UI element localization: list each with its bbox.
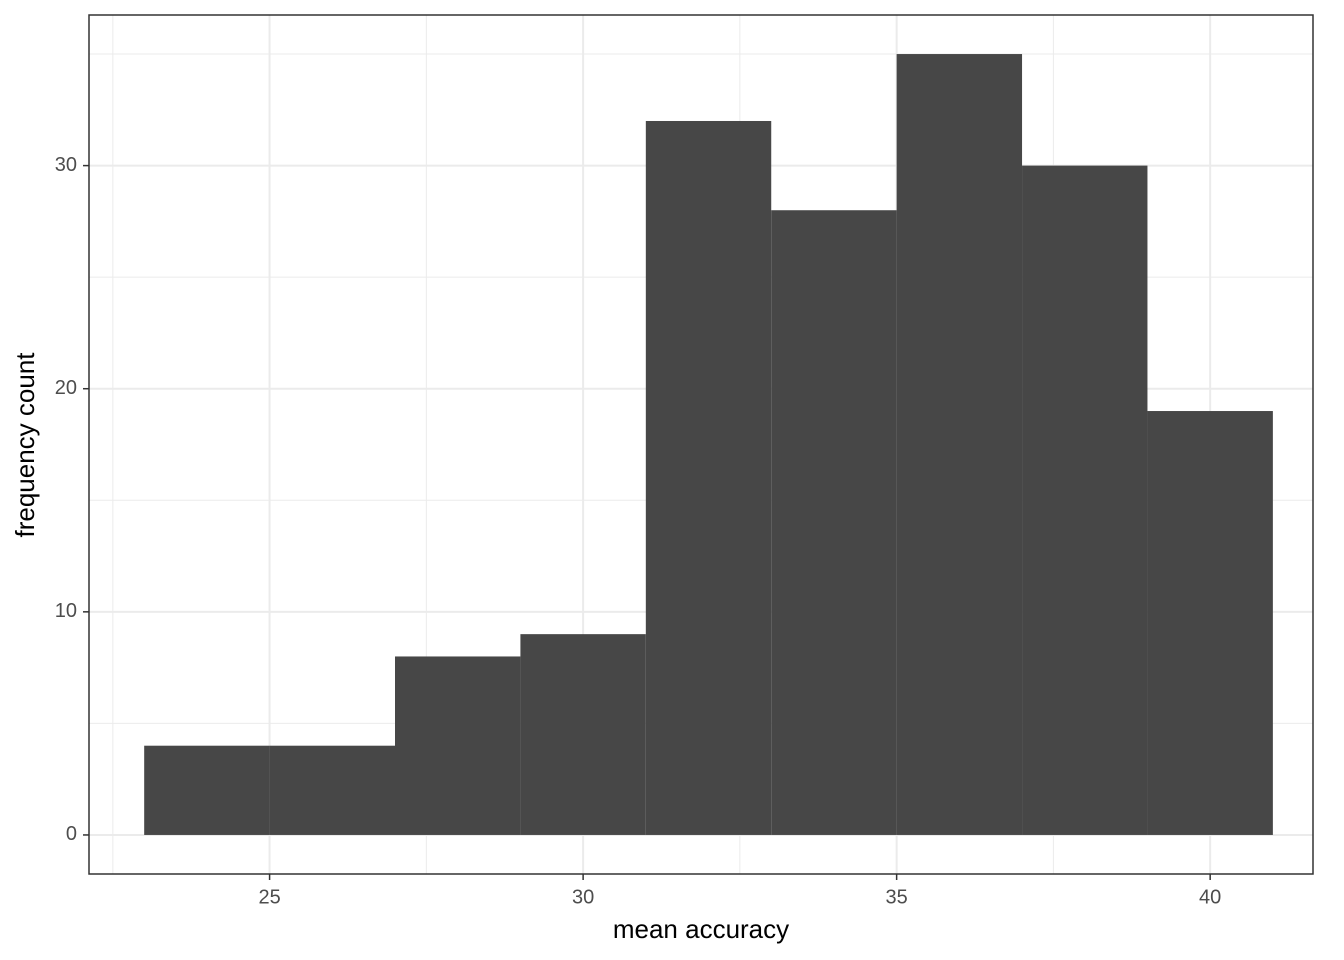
x-tick-label: 35 bbox=[886, 886, 908, 908]
bar bbox=[269, 745, 395, 835]
x-tick-label: 30 bbox=[572, 886, 594, 908]
bar bbox=[1022, 165, 1148, 835]
bar bbox=[645, 120, 772, 835]
panel-border bbox=[88, 14, 1314, 875]
bar bbox=[144, 745, 270, 835]
bar bbox=[771, 210, 897, 835]
y-tick-label: 0 bbox=[66, 823, 77, 845]
y-axis-title: frequency count bbox=[10, 352, 40, 538]
bar bbox=[520, 634, 646, 835]
y-tick-label: 30 bbox=[55, 154, 77, 176]
bar bbox=[395, 656, 521, 835]
bar bbox=[1147, 411, 1273, 835]
y-tick-label: 20 bbox=[55, 377, 77, 399]
x-axis-title: mean accuracy bbox=[613, 914, 789, 944]
x-tick-label: 25 bbox=[258, 886, 280, 908]
x-tick-label: 40 bbox=[1199, 886, 1221, 908]
y-tick-label: 10 bbox=[55, 600, 77, 622]
bar bbox=[896, 54, 1023, 835]
